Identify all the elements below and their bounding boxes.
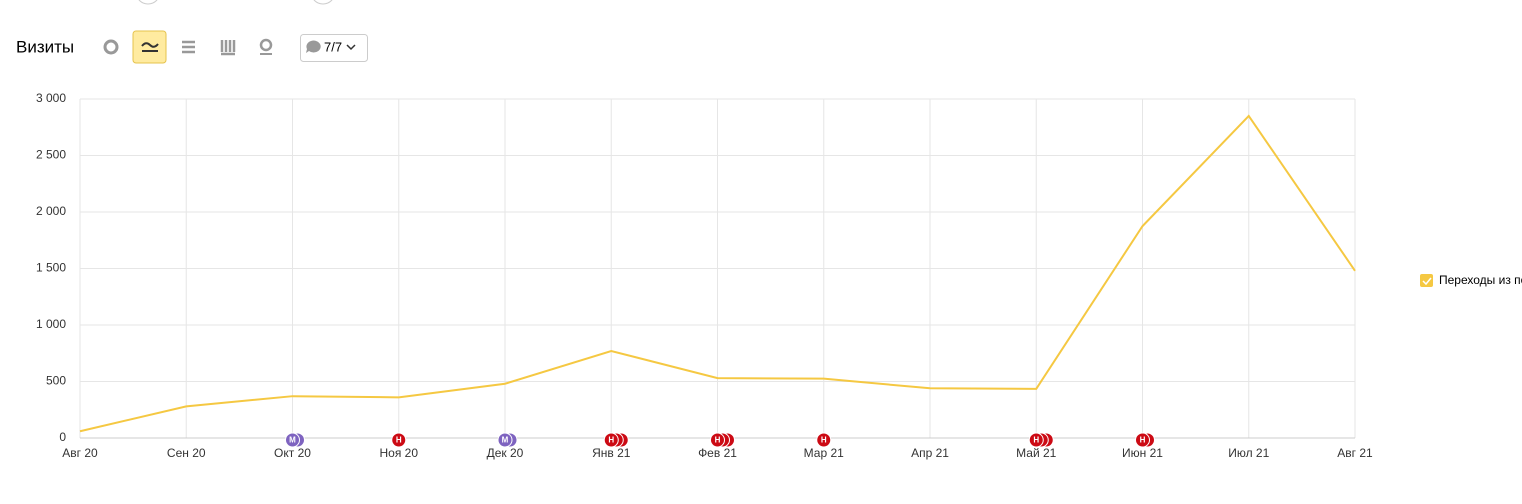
legend-checkbox[interactable]: [1420, 274, 1433, 287]
annotation-label: Н: [1140, 436, 1146, 445]
x-tick-label: Ноя 20: [379, 446, 418, 460]
annotation-marker: [1028, 432, 1044, 448]
x-tick-label: Мар 21: [804, 446, 844, 460]
chart-type-bar[interactable]: [220, 40, 236, 56]
chart-type-pie[interactable]: [103, 39, 119, 55]
x-tick-label: Авг 21: [1337, 446, 1373, 460]
annotation-label: Н: [715, 436, 721, 445]
annotation-label: Н: [821, 436, 827, 445]
x-tick-label: Сен 20: [167, 446, 206, 460]
x-tick-label: Май 21: [1016, 446, 1057, 460]
annotation-marker: [816, 432, 832, 448]
annotation-marker: [391, 432, 407, 448]
annotation-marker: [497, 432, 513, 448]
comment-icon: [306, 40, 321, 53]
line-icon: [141, 42, 159, 52]
report-title: Визиты: [16, 37, 74, 56]
chart-type-line-selected[interactable]: [132, 30, 167, 64]
y-tick-label: 0: [59, 430, 66, 444]
annotation-label: Н: [1033, 436, 1039, 445]
annotation-label: Н: [396, 436, 402, 445]
comments-count: 7/7: [324, 39, 342, 54]
legend-check: [1422, 277, 1432, 286]
annotation-marker: [603, 432, 619, 448]
x-tick-label: Июл 21: [1228, 446, 1269, 460]
annotation-label: М: [289, 436, 296, 445]
annotation-marker: [285, 432, 300, 448]
y-tick-label: 1 000: [36, 317, 66, 331]
series-line: [79, 114, 1356, 433]
y-tick-label: 2 500: [36, 148, 66, 162]
dropdown-arrow: [346, 44, 356, 51]
annotation-marker: [1135, 432, 1150, 448]
x-tick-label: Авг 20: [62, 446, 98, 460]
chart: 0 500 1 000 1 500 2 000 2 500 3 000 Авг 20 Сен 2…: [36, 91, 1522, 460]
x-tick-label: Фев 21: [698, 446, 737, 460]
x-tick-label: Апр 21: [911, 446, 949, 460]
annotation-marker: [710, 432, 725, 448]
x-tick-label: Окт 20: [274, 446, 311, 460]
chart-type-area[interactable]: [182, 40, 195, 54]
top-button[interactable]: [136, 0, 160, 5]
top-button[interactable]: [311, 0, 335, 5]
y-tick-label: 500: [46, 374, 66, 388]
annotation-label: Н: [608, 436, 614, 445]
comments-dropdown[interactable]: [300, 34, 368, 62]
y-tick-label: 1 500: [36, 261, 66, 275]
chart-type-map[interactable]: [259, 38, 273, 55]
y-tick-label: 2 000: [36, 204, 66, 218]
x-tick-label: Янв 21: [592, 446, 631, 460]
x-tick-label: Июн 21: [1122, 446, 1163, 460]
x-tick-label: Дек 20: [487, 446, 524, 460]
y-tick-label: 3 000: [36, 91, 66, 105]
legend-label: Переходы из поисковых систем: [1439, 273, 1522, 287]
annotation-label: М: [502, 436, 509, 445]
